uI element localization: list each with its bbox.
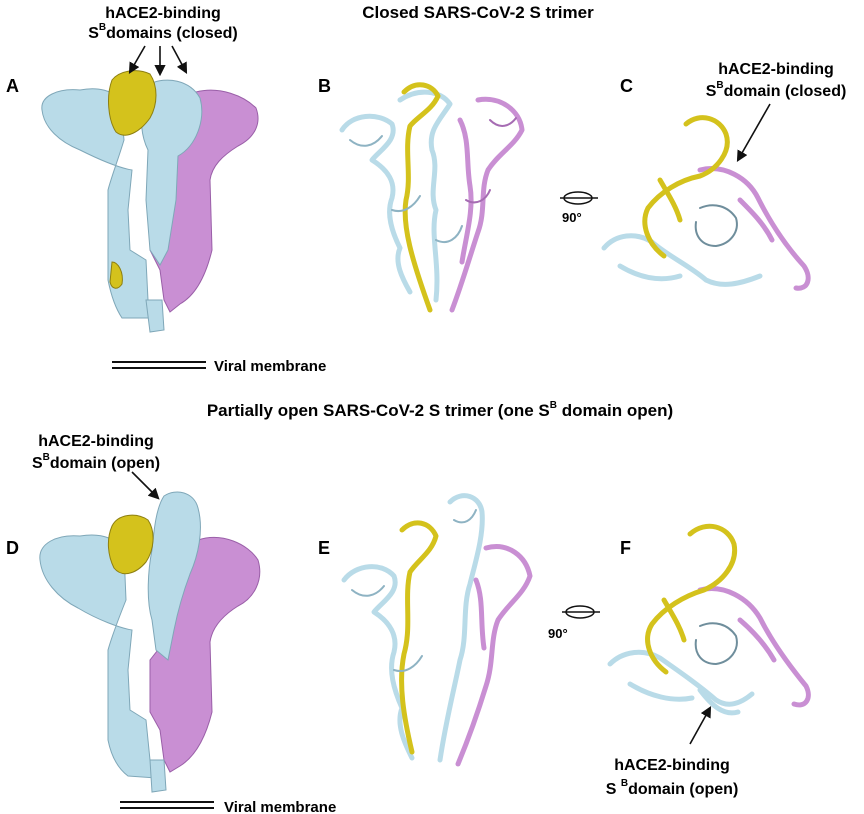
panel-d-blue-chain (39, 534, 157, 779)
panel-c-annotation-line2: SBdomain (closed) (706, 80, 847, 100)
bottom-title-sup: B (550, 400, 557, 411)
panel-e-ribbon (341, 493, 533, 767)
panel-letter-d: D (6, 538, 19, 558)
panel-f-core-detail (694, 622, 738, 665)
panel-d-stalk (149, 759, 167, 793)
panel-letter-b: B (318, 76, 331, 96)
panel-a-annotation-line1: hACE2-binding (105, 5, 221, 22)
panel-b-purple-detail (465, 117, 517, 204)
panel-d-annotation-line1: hACE2-binding (38, 433, 154, 450)
panel-d-density-map (39, 491, 261, 793)
panel-f-arrow (689, 706, 712, 745)
panel-letter-a: A (6, 76, 19, 96)
panel-d-membrane-label: Viral membrane (224, 799, 336, 814)
panel-b-yellow-ribbon (401, 82, 441, 313)
panel-letter-c: C (620, 76, 633, 96)
panel-f-yellow-ribbon (645, 523, 738, 675)
bottom-title: Partially open SARS-CoV-2 S trimer (one … (207, 400, 673, 420)
panel-f-blue-ribbon (607, 649, 755, 716)
rotation-label-top: 90° (562, 210, 582, 225)
panel-c-arrow (736, 103, 771, 162)
panel-e-yellow-ribbon (399, 520, 439, 755)
panel-a-blue-chain (41, 88, 153, 319)
bottom-title-prefix: Partially open SARS-CoV-2 S trimer (one … (207, 401, 550, 420)
panel-f-annotation-line1: hACE2-binding (614, 757, 730, 774)
panel-a-membrane: Viral membrane (112, 358, 326, 375)
rotation-label-bottom: 90° (548, 626, 568, 641)
panel-b-blue-ribbon (339, 89, 453, 303)
top-title: Closed SARS-CoV-2 S trimer (362, 3, 594, 22)
rotation-symbol-bottom: 90° (548, 605, 600, 641)
panel-a-arrow-left (128, 45, 146, 74)
panel-f-top-down (607, 523, 811, 716)
panel-c-yellow-ribbon (642, 115, 730, 259)
panel-d-membrane: Viral membrane (120, 799, 336, 814)
panel-d-annotation-line2: SBdomain (open) (32, 452, 160, 472)
panel-e-blue-detail (351, 509, 477, 672)
panel-c-annotation-line1: hACE2-binding (718, 61, 834, 78)
panel-c-annotation: hACE2-binding SBdomain (closed) (706, 61, 847, 162)
panel-f-purple-ribbon (697, 586, 811, 708)
panel-a-annotation: hACE2-binding SBdomains (closed) (88, 5, 238, 77)
panel-a-membrane-label: Viral membrane (214, 358, 326, 375)
panel-c-core-detail (694, 204, 738, 247)
panel-e-blue-ribbon (341, 493, 485, 763)
panel-c-purple-ribbon (697, 166, 811, 291)
rotation-symbol-top: 90° (560, 191, 598, 225)
panel-a-density-map (41, 70, 259, 333)
panel-b-blue-detail (349, 135, 463, 244)
panel-d-yellow-chain (107, 514, 154, 575)
panel-d-arrow (131, 471, 160, 500)
panel-a-stalk (145, 299, 165, 333)
panel-a-arrow-right (171, 45, 188, 74)
panel-letter-e: E (318, 538, 330, 558)
panel-b-ribbon (339, 82, 525, 313)
panel-e-purple-ribbon (455, 544, 533, 767)
bottom-title-suffix: domain open) (557, 401, 673, 420)
panel-f-annotation-line2: S Bdomain (open) (606, 778, 739, 798)
panel-d-annotation: hACE2-binding SBdomain (open) (32, 433, 160, 500)
panel-b-purple-ribbon (449, 96, 525, 313)
panel-c-blue-ribbon (601, 233, 763, 287)
panel-a-yellow-lower (109, 261, 123, 289)
panel-a-annotation-line2: SBdomains (closed) (88, 22, 237, 42)
panel-letter-f: F (620, 538, 631, 558)
panel-f-annotation: hACE2-binding S Bdomain (open) (606, 706, 739, 798)
panel-c-top-down (601, 115, 811, 291)
